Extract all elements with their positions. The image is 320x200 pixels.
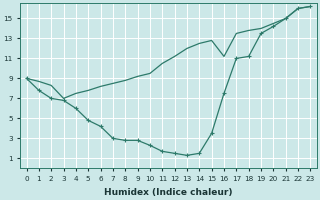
X-axis label: Humidex (Indice chaleur): Humidex (Indice chaleur) xyxy=(104,188,233,197)
